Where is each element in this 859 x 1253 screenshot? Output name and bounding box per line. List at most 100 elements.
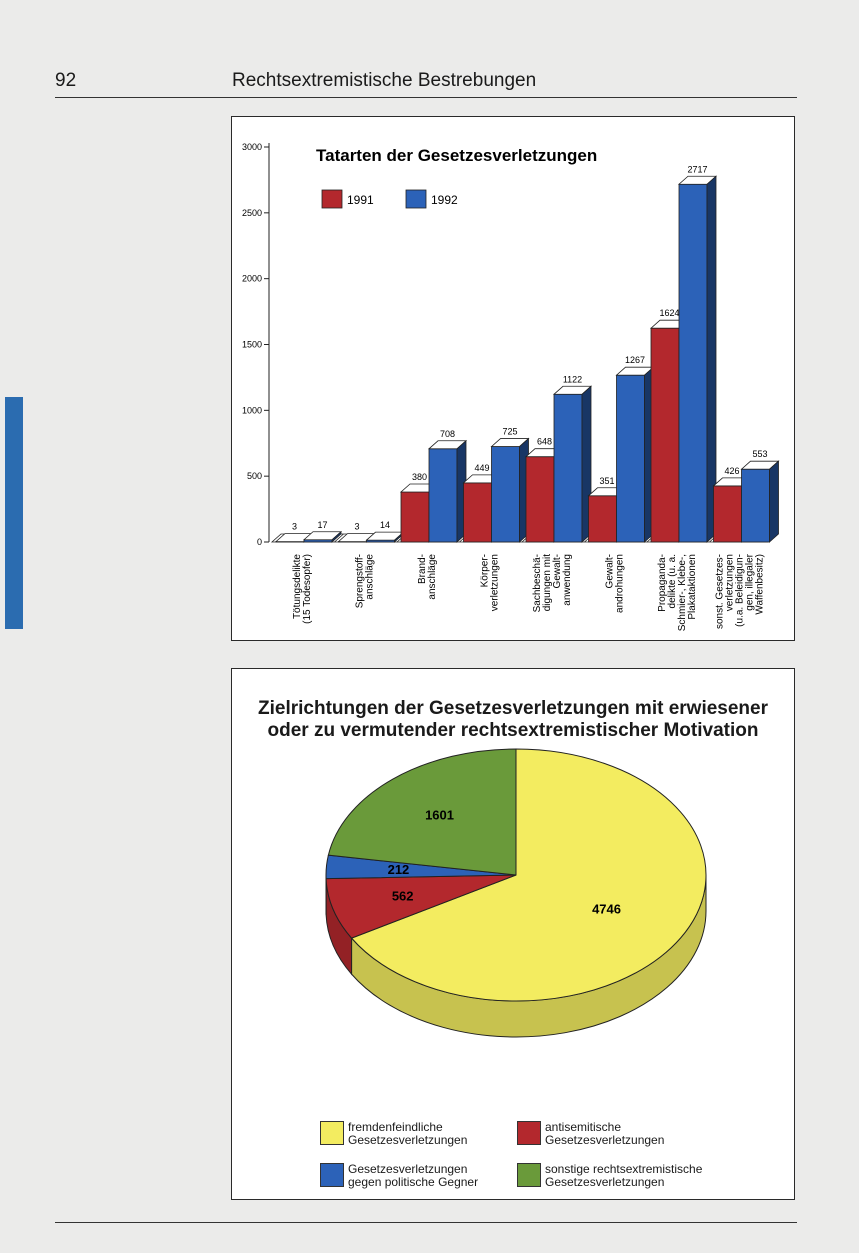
- x-category-label-line: Plakataktionen: [687, 554, 698, 620]
- pie-slice: [350, 748, 707, 1002]
- x-category-label: Brand-anschläge: [417, 554, 438, 600]
- pie-chart: 4746 562 212 1601: [325, 748, 707, 1038]
- x-category-label-line: delikte (u. a.: [667, 554, 678, 608]
- x-category-label: Körper-verletzungen: [480, 554, 501, 611]
- pie-chart-panel: Zielrichtungen der Gesetzesverletzungen …: [231, 668, 795, 1200]
- pie-value-label: 4746: [592, 902, 621, 917]
- x-category-label-line: verletzungen: [725, 554, 736, 611]
- y-tick-label: 1000: [242, 405, 262, 415]
- x-category-label-line: Sachbeschä-: [532, 554, 543, 612]
- x-category-label-line: androhungen: [615, 554, 626, 613]
- x-category-label-line: Gewalt-: [605, 554, 616, 588]
- legend-item-fremdenfeindlich: fremdenfeindliche Gesetzesverletzungen: [320, 1121, 467, 1147]
- x-category-label-line: anwendung: [562, 554, 573, 606]
- bar-value-label: 1267: [625, 355, 645, 365]
- bar-1992: [428, 448, 458, 543]
- bar-1992: [741, 468, 770, 543]
- bar-1991: [525, 456, 555, 543]
- bar-value-label: 380: [412, 472, 427, 482]
- legend-item-politische-gegner: Gesetzesverletzungen gegen politische Ge…: [320, 1163, 478, 1189]
- bar-side-face-1992: [331, 530, 342, 543]
- y-tick-label: 2000: [242, 274, 262, 284]
- legend-swatch-1991: [321, 189, 343, 209]
- legend-label-1992: 1992: [431, 193, 458, 207]
- pie-value-label: 212: [388, 862, 410, 877]
- running-head: Rechtsextremistische Bestrebungen: [232, 70, 537, 91]
- x-category-label-line: Brand-: [417, 554, 428, 584]
- header-rule: [55, 97, 797, 98]
- y-tick-label: 0: [257, 537, 262, 547]
- bar-1991: [400, 491, 430, 543]
- x-category-label-line: Körper-: [480, 554, 491, 587]
- x-category-label-line: digungen mit: [542, 554, 553, 611]
- x-category-label-line: (15 Todesopfer): [302, 554, 313, 624]
- bar-1992: [616, 374, 645, 543]
- page-number: 92: [55, 70, 77, 91]
- legend-label-1991: 1991: [347, 193, 374, 207]
- legend-label-line: antisemitische: [545, 1120, 622, 1134]
- x-category-label-line: Gewalt-: [552, 554, 563, 588]
- legend-item-antisemitisch: antisemitische Gesetzesverletzungen: [517, 1121, 664, 1147]
- bar-value-label: 14: [380, 520, 390, 530]
- x-category-label: Propaganda-delikte (u. a.Schmier-, Klebe…: [657, 554, 698, 631]
- bar-1991: [650, 327, 680, 543]
- bar-1991: [463, 482, 492, 543]
- bar-value-label: 648: [537, 437, 552, 447]
- x-category-label-line: Tötungsdelikte: [292, 554, 303, 619]
- legend-swatch-green: [517, 1163, 541, 1187]
- x-category-label: Sachbeschä-digungen mitGewalt-anwendung: [532, 554, 573, 613]
- bar-chart-title: Tatarten der Gesetzesverletzungen: [316, 146, 597, 165]
- floor-divider: [334, 533, 344, 543]
- legend-swatch-1992: [405, 189, 427, 209]
- pie-slice: [325, 874, 517, 939]
- x-category-label: Sprengstoff-anschläge: [355, 554, 376, 609]
- pie-value-label: 562: [392, 888, 414, 903]
- bar-1992: [678, 183, 708, 543]
- legend-swatch-blue: [320, 1163, 344, 1187]
- legend-label-line: fremdenfeindliche: [348, 1120, 443, 1134]
- section-side-tab: [5, 397, 23, 629]
- x-category-label-line: gen, illegaler: [745, 553, 756, 610]
- x-category-label-line: (u.a. Beleidigun-: [735, 554, 746, 627]
- legend-label-line: gegen politische Gegner: [348, 1175, 479, 1189]
- x-category-label-line: Propaganda-: [657, 554, 668, 612]
- bar-chart: Tatarten der Gesetzesverletzungen 1991 199…: [242, 142, 780, 631]
- pie-slice: [327, 748, 517, 876]
- bar-value-label: 17: [317, 520, 327, 530]
- footer-rule: [55, 1222, 797, 1223]
- x-category-label: sonst. Gesetzes-verletzungen(u.a. Beleid…: [715, 553, 766, 629]
- x-category-label: Tötungsdelikte(15 Todesopfer): [292, 554, 313, 624]
- bar-value-label: 1122: [563, 374, 582, 384]
- legend-label-line: Gesetzesverletzungen: [545, 1175, 665, 1189]
- bar-chart-panel: Tatarten der Gesetzesverletzungen 1991 199…: [231, 116, 795, 641]
- legend-swatch-yellow: [320, 1121, 344, 1145]
- bar-value-label: 351: [599, 476, 614, 486]
- x-category-label-line: anschläge: [427, 554, 438, 600]
- bar-1992: [491, 446, 520, 543]
- y-tick-label: 1500: [242, 340, 262, 350]
- legend-label-line: Gesetzesverletzungen: [348, 1162, 468, 1176]
- bar-value-label: 708: [440, 429, 455, 439]
- bar-value-label: 3: [292, 522, 297, 532]
- bar-side-face-1992: [769, 460, 779, 543]
- x-category-label: Gewalt-androhungen: [605, 554, 626, 613]
- legend-label-line: Gesetzesverletzungen: [348, 1133, 468, 1147]
- bar-value-label: 553: [752, 449, 767, 459]
- y-tick-label: 500: [247, 471, 262, 481]
- bar-value-label: 2717: [687, 164, 707, 174]
- x-category-label-line: Sprengstoff-: [355, 554, 366, 608]
- bar-1991: [588, 495, 617, 543]
- x-category-label-line: Schmier-, Klebe-,: [677, 554, 688, 631]
- x-category-label-line: anschläge: [365, 554, 376, 600]
- pie-value-label: 1601: [425, 808, 454, 823]
- bar-1991: [713, 485, 742, 543]
- pie-chart-title-line-2: oder zu vermutender rechtsextremistische…: [267, 720, 759, 741]
- pie-chart-title-line-1: Zielrichtungen der Gesetzesverletzungen …: [258, 698, 768, 719]
- bar-value-label: 3: [354, 522, 359, 532]
- bar-value-label: 1624: [659, 308, 679, 318]
- bar-value-label: 725: [502, 427, 517, 437]
- x-category-label-line: Waffenbesitz): [755, 554, 766, 615]
- bar-1992: [553, 393, 583, 543]
- x-category-label-line: sonst. Gesetzes-: [715, 554, 726, 629]
- x-category-label-line: verletzungen: [490, 554, 501, 611]
